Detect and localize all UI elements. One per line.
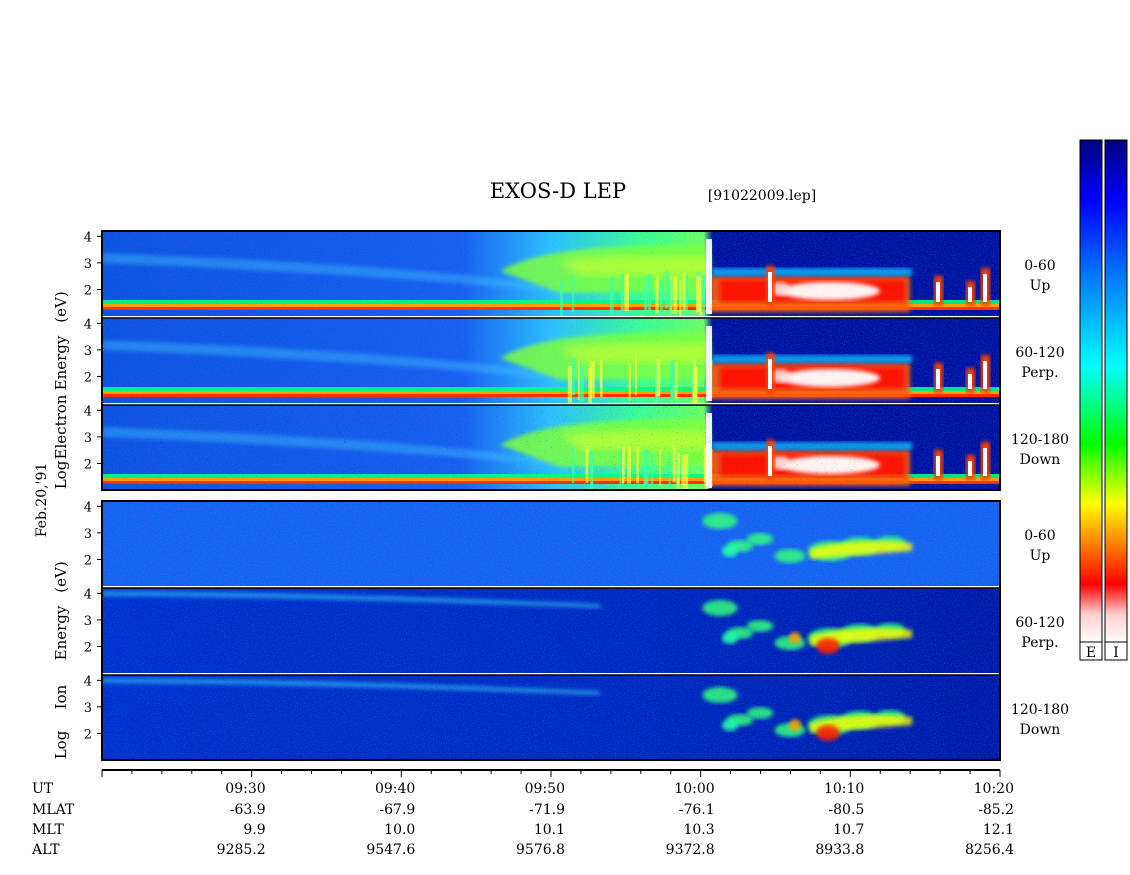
y-tick-label: 2 [84, 283, 92, 298]
axis-value: -71.9 [529, 802, 565, 818]
y-axis-label-3: (eV) [52, 291, 70, 322]
panel-angle-label: 0-60 [1024, 528, 1055, 544]
y-tick-label: 3 [84, 701, 92, 716]
axis-value: -63.9 [230, 802, 266, 818]
y-axis-label-3: (eV) [52, 561, 70, 592]
y-tick-label: 3 [84, 431, 92, 446]
axis-value: 8933.8 [815, 842, 864, 858]
panel-direction-label: Down [1020, 722, 1061, 738]
panel-direction-label: Perp. [1021, 365, 1058, 381]
ion-frame [101, 500, 1001, 761]
panel-angle-label: 120-180 [1011, 432, 1069, 448]
axis-value: -67.9 [379, 802, 415, 818]
panel-angle-label: 60-120 [1015, 345, 1064, 361]
ion-panel-2 [102, 675, 1000, 760]
axis-value: 9547.6 [366, 842, 415, 858]
y-tick-label: 3 [84, 257, 92, 272]
axis-value: 12.1 [983, 822, 1014, 838]
axis-value: -85.2 [978, 802, 1014, 818]
electron-panel-1 [102, 318, 1000, 403]
y-tick-label: 2 [84, 370, 92, 385]
colorbar-label-e: E [1086, 645, 1096, 661]
panel-angle-label: 0-60 [1024, 258, 1055, 274]
axis-row-label: MLT [32, 822, 64, 838]
y-tick-label: 3 [84, 614, 92, 629]
y-axis-label-2: Energy [52, 335, 70, 390]
y-axis-label-0: Log [52, 460, 70, 489]
axis-value: 10:00 [674, 781, 714, 797]
y-tick-label: 4 [84, 317, 92, 332]
panel-angle-label: 120-180 [1011, 702, 1069, 718]
panel-direction-label: Down [1020, 452, 1061, 468]
axis-value: 9372.8 [666, 842, 715, 858]
axis-value: 10.0 [384, 822, 415, 838]
axis-row-label: MLAT [32, 802, 75, 818]
y-tick-label: 4 [84, 674, 92, 689]
y-tick-label: 4 [84, 587, 92, 602]
axis-value: 10.7 [833, 822, 864, 838]
axis-value: 10:20 [974, 781, 1014, 797]
axis-value: 09:30 [225, 781, 265, 797]
panel-angle-label: 60-120 [1015, 615, 1064, 631]
axis-value: 9576.8 [516, 842, 565, 858]
axis-row-label: UT [32, 781, 54, 797]
panel-direction-label: Perp. [1021, 635, 1058, 651]
y-tick-label: 4 [84, 500, 92, 515]
axis-value: 9.9 [243, 822, 265, 838]
electron-frame [101, 230, 1001, 491]
y-tick-label: 2 [84, 640, 92, 655]
y-tick-label: 2 [84, 727, 92, 742]
y-axis-label-2: Energy [52, 605, 70, 660]
axis-value: 9285.2 [217, 842, 266, 858]
axis-value: 09:50 [525, 781, 565, 797]
y-tick-label: 4 [84, 230, 92, 245]
y-tick-label: 4 [84, 404, 92, 419]
colorbar-electron: E [1079, 139, 1103, 661]
electron-panel-0 [102, 231, 1000, 316]
axis-value: 10:10 [824, 781, 864, 797]
panel-direction-label: Up [1030, 548, 1051, 564]
y-axis-label-1: Electron [52, 394, 70, 459]
y-axis-label-0: Log [52, 730, 70, 759]
electron-panel-2 [102, 405, 1000, 490]
ion-panel-0 [102, 501, 1000, 586]
file-label: [91022009.lep] [708, 188, 816, 204]
y-tick-label: 2 [84, 553, 92, 568]
y-tick-label: 3 [84, 527, 92, 542]
axis-value: 09:40 [375, 781, 415, 797]
axis-row-label: ALT [31, 842, 60, 858]
axis-value: -76.1 [679, 802, 715, 818]
panel-direction-label: Up [1030, 278, 1051, 294]
axis-value: -80.5 [828, 802, 864, 818]
ion-panel-1 [102, 588, 1000, 673]
y-axis-label-1: Ion [52, 684, 70, 709]
y-tick-label: 2 [84, 457, 92, 472]
axis-value: 8256.4 [965, 842, 1014, 858]
colorbar-label-i: I [1113, 645, 1119, 661]
axis-value: 10.3 [683, 822, 714, 838]
axis-value: 10.1 [534, 822, 565, 838]
date-label: Feb.20,'91 [34, 463, 50, 538]
colorbar-ion: I [1104, 139, 1128, 661]
y-tick-label: 3 [84, 344, 92, 359]
chart-title: EXOS-D LEP [490, 179, 626, 203]
